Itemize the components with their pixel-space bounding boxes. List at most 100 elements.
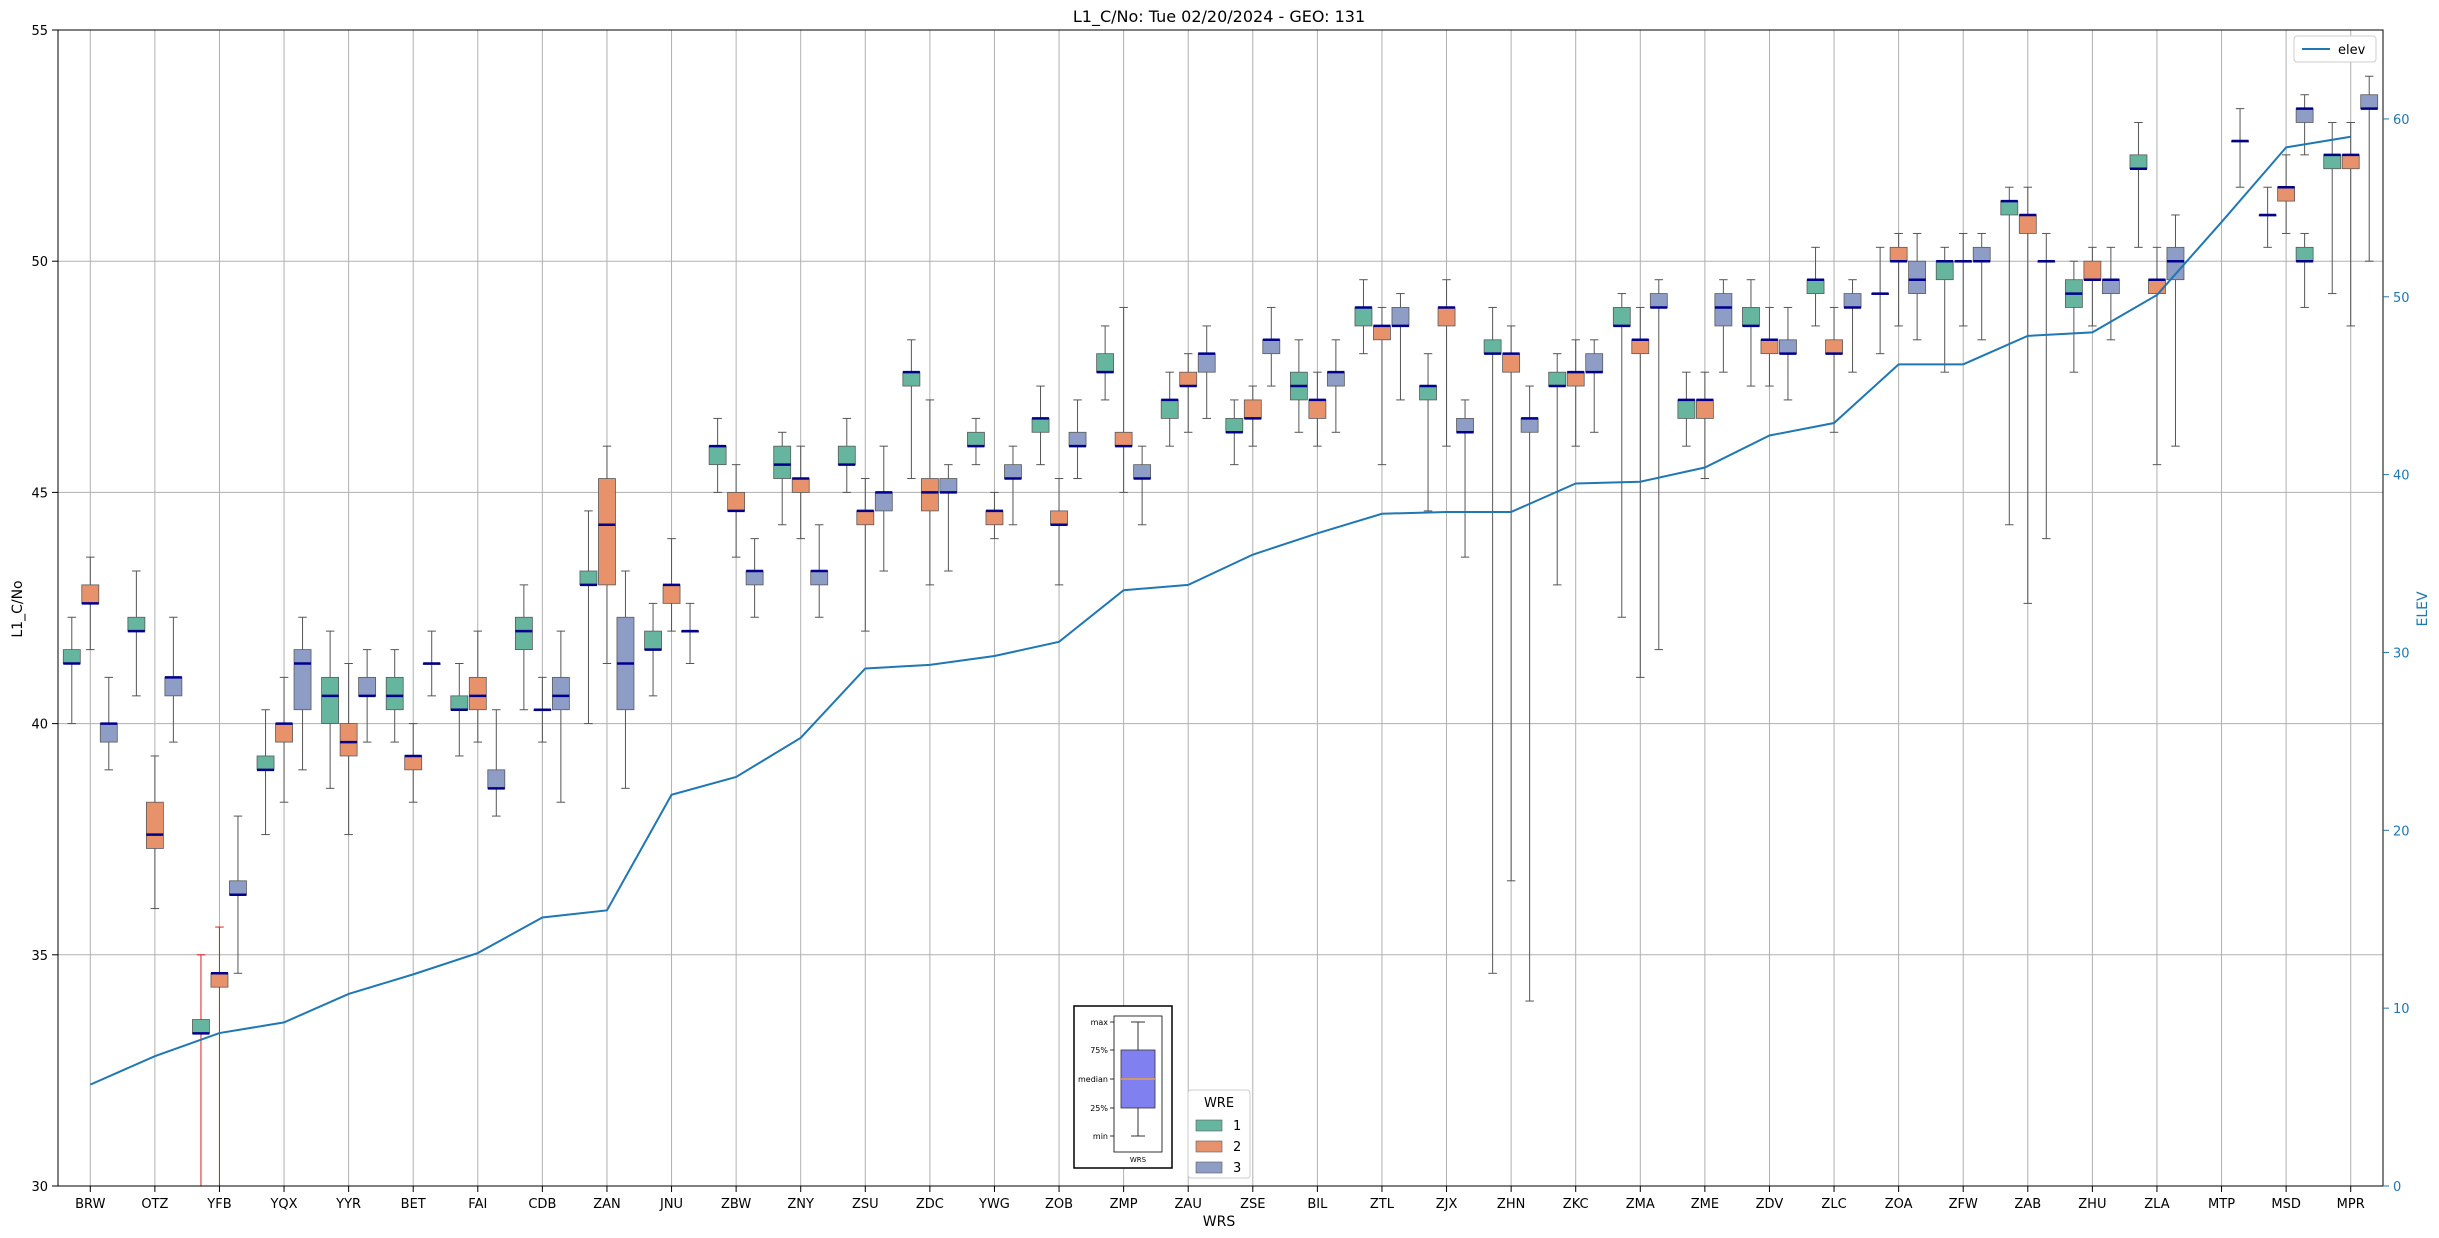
- box-wre-2: [1243, 385, 1262, 447]
- box-iqr: [1308, 399, 1327, 419]
- box-wre-1: [127, 570, 146, 697]
- box-wre-2: [856, 478, 875, 632]
- box-wre-2: [2341, 121, 2360, 327]
- box-wre-1: [2064, 260, 2083, 373]
- box-iqr: [1160, 399, 1179, 419]
- box-iqr: [256, 755, 275, 771]
- x-tick-label: YWG: [978, 1197, 1010, 1212]
- box-iqr: [404, 755, 423, 771]
- y2-tick-label: 0: [2393, 1180, 2401, 1195]
- box-iqr: [644, 630, 662, 651]
- box-wre-1: [2129, 121, 2148, 248]
- box-iqr: [1050, 510, 1068, 526]
- box-wre-3: [2037, 232, 2056, 540]
- box-wre-3: [487, 709, 506, 817]
- box-iqr: [2360, 94, 2379, 110]
- box-series: [62, 75, 2379, 1187]
- legend-swatch: [1195, 1161, 1223, 1174]
- box-wre-2: [2083, 246, 2102, 327]
- box-wre-2: [920, 399, 939, 586]
- legend-label: 2: [1233, 1140, 1241, 1155]
- x-tick-label: ZHU: [2078, 1197, 2106, 1212]
- box-wre-1: [514, 584, 533, 711]
- x-tick-label: ZME: [1691, 1197, 1719, 1212]
- y-tick-label: 50: [31, 255, 48, 270]
- box-iqr: [551, 676, 570, 711]
- box-iqr: [2341, 154, 2360, 170]
- y2-tick-label: 10: [2393, 1002, 2410, 1017]
- box-iqr: [1373, 325, 1391, 341]
- box-wre-3: [1585, 339, 1604, 433]
- box-wre-3: [2360, 75, 2379, 262]
- x-tick-label: ZOA: [1885, 1197, 1913, 1212]
- box-wre-3: [874, 445, 893, 572]
- box-iqr: [1243, 399, 1262, 419]
- x-tick-label: ZHN: [1497, 1197, 1525, 1212]
- y2-tick-label: 50: [2393, 291, 2410, 306]
- box-wre-1: [1806, 246, 1825, 327]
- box-wre-1: [644, 602, 662, 697]
- inset-label: median: [1078, 1075, 1108, 1084]
- box-iqr: [468, 676, 487, 711]
- box-iqr: [385, 676, 404, 711]
- box-wre-3: [681, 602, 699, 664]
- box-wre-2: [662, 538, 681, 632]
- box-iqr: [1031, 418, 1050, 433]
- box-wre-2: [1566, 339, 1585, 447]
- x-tick-label: ZSU: [852, 1197, 879, 1212]
- box-iqr: [2000, 200, 2019, 216]
- box-iqr: [1179, 371, 1198, 387]
- box-wre-2: [1695, 371, 1714, 480]
- secondary-y-axis-label: ELEV: [2415, 591, 2431, 626]
- box-iqr: [1889, 246, 1908, 262]
- x-tick-label: BET: [401, 1197, 426, 1212]
- x-tick-label: BRW: [75, 1197, 105, 1212]
- box-iqr: [1585, 353, 1604, 373]
- box-iqr: [598, 478, 616, 586]
- box-iqr: [81, 584, 100, 604]
- box-iqr: [1225, 418, 1244, 433]
- x-tick-label: ZFW: [1949, 1197, 1978, 1212]
- box-wre-3: [1004, 445, 1022, 526]
- box-wre-1: [902, 339, 921, 480]
- box-iqr: [450, 695, 469, 711]
- box-iqr: [2129, 154, 2148, 170]
- box-wre-2: [1760, 306, 1779, 387]
- box-iqr: [1779, 339, 1797, 355]
- x-tick-label: ZTL: [1370, 1197, 1395, 1212]
- box-iqr: [773, 445, 792, 479]
- box-wre-1: [1354, 279, 1373, 355]
- y-axis-label: L1_C/No: [10, 580, 26, 637]
- box-iqr: [145, 801, 164, 849]
- x-tick-label: FAI: [468, 1197, 487, 1212]
- x-axis-label: WRS: [1203, 1214, 1236, 1230]
- box-iqr: [856, 510, 875, 526]
- box-iqr: [874, 491, 893, 512]
- y-tick-label: 55: [31, 24, 48, 39]
- box-wre-1: [1031, 385, 1050, 466]
- x-tick-label: JNU: [659, 1197, 683, 1212]
- x-tick-label: ZOB: [1045, 1197, 1073, 1212]
- box-wre-1: [2323, 121, 2342, 295]
- box-iqr: [920, 478, 939, 512]
- y2-tick-label: 40: [2393, 469, 2410, 484]
- box-iqr: [2018, 214, 2037, 234]
- box-wre-3: [1972, 232, 1991, 341]
- box-wre-1: [1096, 325, 1115, 401]
- box-iqr: [2295, 108, 2314, 123]
- box-wre-3: [810, 524, 829, 618]
- legend-swatch: [1195, 1119, 1223, 1132]
- box-wre-1: [1289, 339, 1308, 433]
- box-wre-3: [422, 630, 441, 697]
- box-iqr: [939, 478, 958, 493]
- box-wre-2: [1437, 279, 1456, 447]
- box-wre-1: [1225, 399, 1244, 466]
- box-iqr: [810, 570, 829, 586]
- box-wre-1: [1548, 353, 1567, 586]
- box-wre-3: [229, 815, 247, 974]
- inset-label: min: [1093, 1132, 1108, 1141]
- box-wre-3: [1456, 399, 1474, 558]
- box-wre-2: [81, 556, 100, 651]
